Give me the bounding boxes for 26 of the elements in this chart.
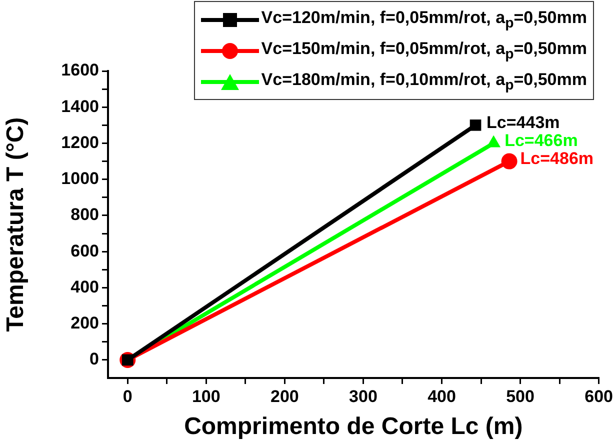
y-tick-label: 600 — [70, 241, 99, 260]
legend-label: Vc=150m/min, f=0,05mm/rot, a$_{p}$=0,50mm — [261, 38, 587, 62]
x-tick-label: 0 — [122, 386, 132, 406]
y-tick-label: 800 — [70, 205, 99, 224]
y-tick-label: 1000 — [61, 169, 99, 188]
y-tick-label: 1600 — [61, 60, 99, 80]
annotation: Lc=443m — [486, 112, 560, 132]
x-tick-label: 400 — [428, 386, 456, 406]
x-tick-label: 200 — [270, 386, 299, 406]
y-tick-label: 1200 — [61, 132, 99, 152]
y-tick-label: 200 — [70, 314, 99, 333]
annotation: Lc=486m — [520, 148, 594, 168]
x-tick-label: 300 — [349, 386, 378, 406]
annotation: Lc=466m — [504, 130, 578, 150]
y-tick-label: 1400 — [61, 96, 99, 116]
x-tick-label: 100 — [192, 386, 220, 406]
y-tick-label: 400 — [70, 277, 99, 296]
x-axis-title: Comprimento de Corte Lc (m) — [184, 413, 523, 440]
point — [470, 120, 482, 131]
x-tick-label: 600 — [584, 386, 614, 406]
y-tick-label: 0 — [90, 350, 99, 369]
y-axis-title: Temperatura T (°C) — [2, 117, 30, 332]
point — [501, 153, 518, 170]
legend-label: Vc=180m/min, f=0,10mm/rot, a$_{p}$=0,50mm — [261, 70, 587, 94]
legend-label: Vc=120m/min, f=0,05mm/rot, a$_{p}$=0,50mm — [261, 8, 587, 32]
x-tick-label: 500 — [506, 386, 534, 406]
